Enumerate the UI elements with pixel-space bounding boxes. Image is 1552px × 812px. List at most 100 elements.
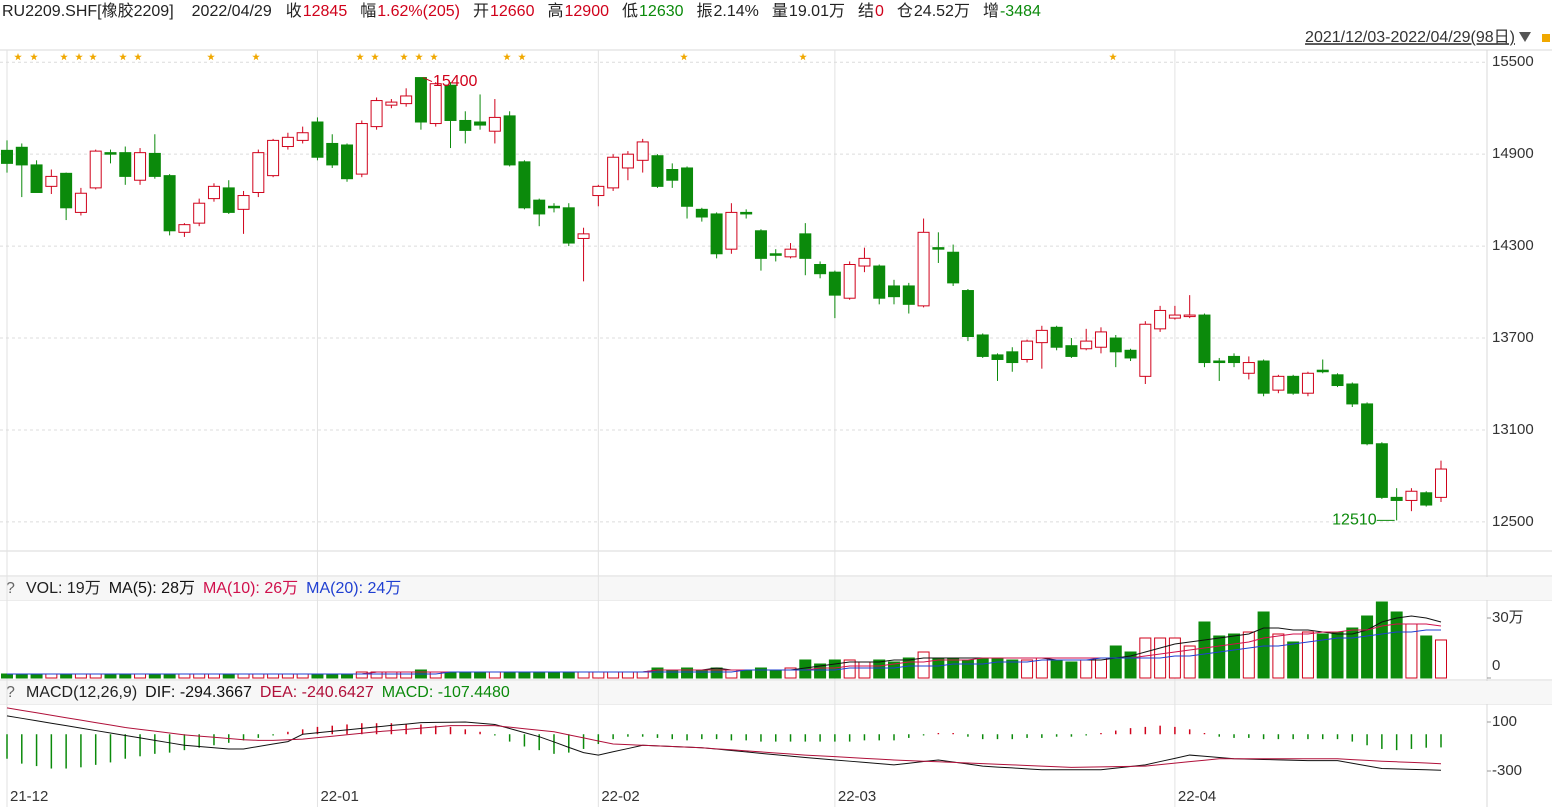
y-tick-label: -300	[1492, 762, 1522, 779]
low-annotation: 12510	[1332, 512, 1377, 529]
candle-body	[281, 136, 294, 148]
volume-bar	[562, 671, 575, 679]
candle-body	[1021, 340, 1034, 360]
candle-body	[459, 119, 472, 131]
volume-bar	[281, 673, 294, 679]
volume-bar	[607, 671, 620, 679]
x-tick-label: 22-02	[601, 788, 639, 805]
candle-body	[1361, 403, 1374, 445]
volume-bar	[237, 673, 250, 679]
candle-body	[651, 155, 664, 187]
date-range[interactable]: 2021/12/03-2022/04/29(98日)	[1305, 29, 1515, 46]
field-value: 24.52万	[914, 3, 970, 20]
candle-body	[1109, 337, 1122, 353]
candle-body	[503, 115, 516, 166]
x-tick-label: 22-03	[838, 788, 876, 805]
field-value: 12630	[639, 3, 684, 20]
candle-body	[488, 116, 501, 132]
candle-body	[193, 202, 206, 224]
candle-body	[1139, 323, 1152, 377]
candle-body	[562, 207, 575, 244]
volume-bar	[341, 673, 354, 679]
candle-body	[1006, 351, 1019, 364]
volume-bar	[1375, 601, 1388, 679]
field-value: 12660	[490, 3, 535, 20]
event-stars	[14, 53, 1117, 61]
candle-body	[163, 175, 176, 232]
candle-body	[1183, 314, 1196, 318]
volume-bar	[577, 671, 590, 679]
volume-bar	[621, 671, 634, 679]
volume-bar	[311, 673, 324, 679]
candle-body	[1287, 375, 1300, 394]
volume-bar	[178, 673, 191, 679]
volume-bar	[547, 671, 560, 679]
range-dropdown[interactable]	[1519, 32, 1531, 42]
help-icon[interactable]: ?	[6, 684, 15, 701]
volume-bar	[873, 659, 886, 679]
volume-bar	[1198, 621, 1211, 679]
volume-bar	[30, 673, 43, 679]
candle-body	[1168, 314, 1181, 319]
volume-bar	[1094, 657, 1107, 679]
candle-body	[1346, 383, 1359, 405]
candle-body	[385, 101, 398, 106]
volume-bar	[193, 673, 206, 679]
candle-body	[710, 213, 723, 255]
volume-bar	[1006, 659, 1019, 679]
candle-body	[784, 248, 797, 258]
volume-bar	[488, 671, 501, 679]
y-tick-label: 13100	[1492, 421, 1534, 438]
volume-bar	[45, 673, 58, 679]
candle-body	[355, 123, 368, 175]
volume-bar	[888, 661, 901, 679]
volume-bar	[858, 661, 871, 679]
volume-bar	[207, 673, 220, 679]
candle-body	[1316, 369, 1329, 373]
candle-body	[1390, 496, 1403, 501]
vol-header-bg	[0, 577, 1552, 600]
field-label: 增	[983, 2, 999, 20]
candle-body	[1094, 331, 1107, 348]
volume-bar	[1435, 639, 1447, 679]
candle-body	[326, 142, 339, 166]
volume-bar	[1287, 641, 1300, 679]
legend-entry: DEA: -240.6427	[260, 684, 374, 701]
volume-bar	[740, 669, 753, 679]
legend-entry: DIF: -294.3667	[145, 684, 252, 701]
volume-bar	[119, 673, 132, 679]
candle-body	[222, 187, 235, 213]
volume-bar	[89, 673, 102, 679]
volume-bar	[1361, 615, 1374, 679]
legend-entry: MA(10): 26万	[203, 580, 298, 597]
candle-body	[74, 192, 87, 213]
ma-line	[7, 629, 1441, 675]
volume-bar	[1420, 635, 1433, 679]
candle-body	[1331, 374, 1344, 387]
candle-body	[1, 149, 13, 164]
candle-body	[207, 185, 220, 200]
candle-body	[267, 139, 280, 177]
candle-body	[1257, 360, 1270, 394]
field-label: 高	[547, 2, 563, 20]
volume-bar	[947, 657, 960, 679]
volume-bar	[252, 673, 265, 679]
candle-body	[976, 334, 989, 357]
help-icon[interactable]: ?	[6, 580, 15, 597]
candle-body	[1301, 372, 1314, 394]
volume-bar	[1316, 633, 1329, 679]
candle-body	[681, 167, 694, 207]
y-tick-label: 12500	[1492, 513, 1534, 530]
macd-line	[6, 707, 1442, 768]
volume-bar	[326, 673, 339, 679]
field-label: 结	[858, 2, 874, 20]
candle-body	[30, 164, 43, 193]
settings-icon[interactable]	[1542, 34, 1550, 42]
y-tick-label: 100	[1492, 713, 1517, 730]
candle-body	[725, 211, 738, 250]
candle-body	[917, 231, 930, 307]
volume-bar	[1346, 627, 1359, 679]
volume-bar	[74, 673, 87, 679]
candle-body	[518, 161, 531, 209]
volume-bar	[1242, 631, 1255, 679]
